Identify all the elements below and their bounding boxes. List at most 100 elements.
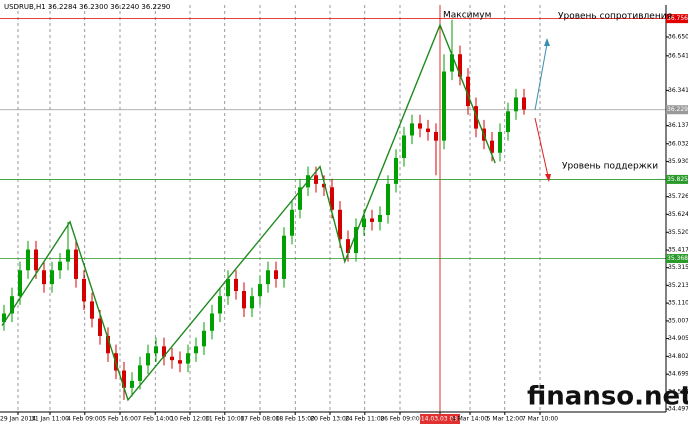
- y-tick-label: 35.3150: [668, 264, 688, 271]
- y-tick-label: 34.8020: [668, 353, 688, 360]
- candle-body: [466, 76, 470, 107]
- arrow-up-head: [544, 38, 550, 46]
- candle-body: [370, 218, 374, 222]
- candle-body: [50, 270, 54, 285]
- candle-body: [26, 249, 30, 271]
- level-label: 36.2290: [667, 106, 688, 113]
- candle-body: [74, 249, 78, 279]
- candle-body: [322, 183, 326, 188]
- candle-body: [314, 175, 318, 184]
- x-tick-label: 5 Mar 12:00: [487, 416, 523, 423]
- candle-body: [394, 157, 398, 184]
- x-tick-label: 31 Jan 11:00: [31, 416, 69, 423]
- candle-body: [298, 187, 302, 210]
- level-label: 35.3680: [667, 255, 688, 262]
- candle-body: [266, 270, 270, 285]
- candle-body: [106, 335, 110, 354]
- y-tick-label: 35.0070: [668, 317, 688, 324]
- candle-body: [2, 313, 6, 323]
- candle-body: [122, 370, 126, 388]
- candle-body: [226, 278, 230, 297]
- candle-body: [34, 249, 38, 271]
- x-tick-highlight: [420, 414, 460, 424]
- y-tick-label: 34.5960: [668, 388, 688, 395]
- candle-body: [210, 313, 214, 331]
- trend-line: [1, 22, 496, 402]
- level-label: 35.8258: [667, 176, 688, 183]
- candle-body: [250, 296, 254, 309]
- candle-body: [506, 111, 510, 133]
- y-tick-label: 35.7260: [668, 193, 688, 200]
- candle-body: [154, 346, 158, 354]
- x-tick-label: 10 Feb 12:00: [170, 416, 210, 423]
- y-tick-label: 35.4170: [668, 247, 688, 254]
- x-tick-label: 2014.03.03 08:00: [413, 416, 467, 423]
- arrow-up: [534, 43, 548, 111]
- candle-body: [514, 97, 518, 112]
- candle-body: [338, 209, 342, 240]
- candle-body: [274, 270, 278, 279]
- candle-body: [458, 54, 462, 77]
- y-tick-label: 35.9300: [668, 158, 688, 165]
- y-tick-label: 35.6240: [668, 211, 688, 218]
- x-tick-label: 24 Feb 11:00: [345, 416, 385, 423]
- y-tick-label: 36.1370: [668, 122, 688, 129]
- candle-body: [330, 187, 334, 210]
- x-tick-label: 7 Mar 10:00: [522, 416, 558, 423]
- y-tick-label: 35.1100: [668, 300, 688, 307]
- candle-body: [218, 296, 222, 314]
- marks: [1, 19, 526, 402]
- level-label-box: [666, 105, 688, 115]
- x-tick-label: 18 Feb 15:00: [276, 416, 316, 423]
- y-tick-label: 36.0320: [668, 140, 688, 147]
- x-tick-label: 4 Mar 14:00: [452, 416, 488, 423]
- candle-body: [186, 353, 190, 364]
- candle-body: [346, 239, 350, 254]
- candle-body: [354, 227, 358, 254]
- annotation-resistance: Уровень сопротивления: [558, 12, 672, 22]
- arrow-down-head: [545, 174, 551, 182]
- candle-body: [426, 128, 430, 133]
- candle-body: [498, 132, 502, 153]
- candle-body: [194, 346, 198, 354]
- candle-body: [82, 278, 86, 302]
- candle-body: [410, 123, 414, 136]
- candle-body: [18, 270, 22, 297]
- y-tick-label: 36.5410: [668, 52, 688, 59]
- candle-body: [242, 291, 246, 309]
- candle-body: [178, 360, 182, 364]
- y-tick-label: 36.3410: [668, 87, 688, 94]
- candle-body: [234, 278, 238, 292]
- y-tick-label: 34.9050: [668, 335, 688, 342]
- candle-body: [202, 330, 206, 347]
- x-tick-label: 4 Feb 09:00: [67, 416, 103, 423]
- candle-body: [418, 123, 422, 129]
- candle-body: [42, 270, 46, 285]
- grid: [0, 5, 666, 412]
- candle-body: [58, 261, 62, 271]
- x-tick-label: 5 Feb 16:00: [102, 416, 138, 423]
- candle-body: [450, 54, 454, 72]
- x-tick-label: 17 Feb 08:00: [240, 416, 280, 423]
- candle-body: [522, 97, 526, 110]
- candle-body: [162, 346, 166, 357]
- y-tick-label: 34.4970: [668, 406, 688, 413]
- candle-body: [10, 296, 14, 314]
- candle-body: [442, 71, 446, 141]
- chart-title: USDRUB,H1 36.2284 36.2300 36.2240 36.229…: [4, 3, 170, 11]
- x-tick-label: 26 Feb 09:00: [380, 416, 420, 423]
- y-tick-label: 34.6990: [668, 371, 688, 378]
- level-label: 36.7562: [667, 15, 688, 22]
- candle-body: [378, 214, 382, 222]
- watermark: finanso.net: [527, 382, 688, 412]
- x-tick-label: 11 Feb 10:00: [205, 416, 245, 423]
- candle-body: [290, 209, 294, 236]
- y-tick-label: 35.5200: [668, 229, 688, 236]
- arrow-down: [534, 117, 549, 177]
- candle-body: [402, 135, 406, 158]
- y-tick-label: 35.2130: [668, 282, 688, 289]
- annotation-support: Уровень поддержки: [562, 162, 658, 172]
